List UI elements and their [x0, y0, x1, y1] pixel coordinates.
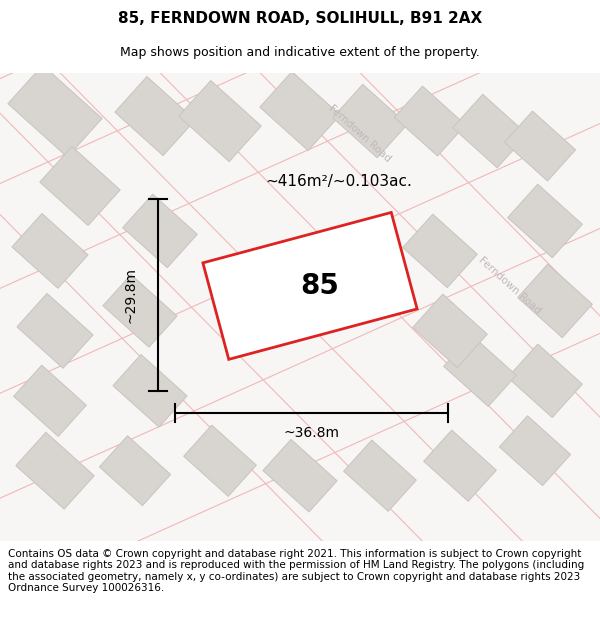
Text: Map shows position and indicative extent of the property.: Map shows position and indicative extent… — [120, 46, 480, 59]
Polygon shape — [179, 81, 262, 162]
Polygon shape — [499, 416, 571, 486]
Polygon shape — [508, 344, 583, 418]
Text: ~416m²/~0.103ac.: ~416m²/~0.103ac. — [265, 174, 412, 189]
Polygon shape — [452, 94, 527, 168]
Text: Ferndown Road: Ferndown Road — [477, 256, 543, 316]
Polygon shape — [203, 213, 417, 359]
Polygon shape — [443, 335, 517, 406]
Polygon shape — [8, 65, 102, 157]
Polygon shape — [424, 430, 496, 501]
Polygon shape — [103, 274, 177, 347]
Polygon shape — [14, 365, 86, 436]
Text: 85: 85 — [301, 272, 340, 300]
Text: Contains OS data © Crown copyright and database right 2021. This information is : Contains OS data © Crown copyright and d… — [8, 549, 584, 594]
Polygon shape — [100, 436, 170, 506]
Text: 85, FERNDOWN ROAD, SOLIHULL, B91 2AX: 85, FERNDOWN ROAD, SOLIHULL, B91 2AX — [118, 11, 482, 26]
Polygon shape — [115, 76, 195, 156]
Text: ~29.8m: ~29.8m — [123, 267, 137, 323]
Polygon shape — [263, 439, 337, 512]
Polygon shape — [403, 214, 478, 288]
Polygon shape — [12, 214, 88, 288]
Polygon shape — [40, 146, 120, 226]
Polygon shape — [344, 440, 416, 511]
Polygon shape — [518, 264, 592, 338]
Polygon shape — [508, 184, 583, 258]
Polygon shape — [413, 294, 487, 368]
Polygon shape — [16, 432, 94, 509]
Text: ~36.8m: ~36.8m — [284, 426, 340, 440]
Polygon shape — [332, 84, 407, 158]
Text: Ferndown Road: Ferndown Road — [327, 102, 393, 164]
Polygon shape — [184, 425, 256, 496]
Polygon shape — [394, 86, 466, 156]
Polygon shape — [122, 194, 197, 268]
Text: Contains OS data © Crown copyright and database right 2021. This information is : Contains OS data © Crown copyright and d… — [8, 549, 584, 594]
Polygon shape — [260, 71, 340, 151]
Polygon shape — [505, 111, 575, 181]
Polygon shape — [17, 293, 93, 368]
Polygon shape — [113, 354, 187, 427]
